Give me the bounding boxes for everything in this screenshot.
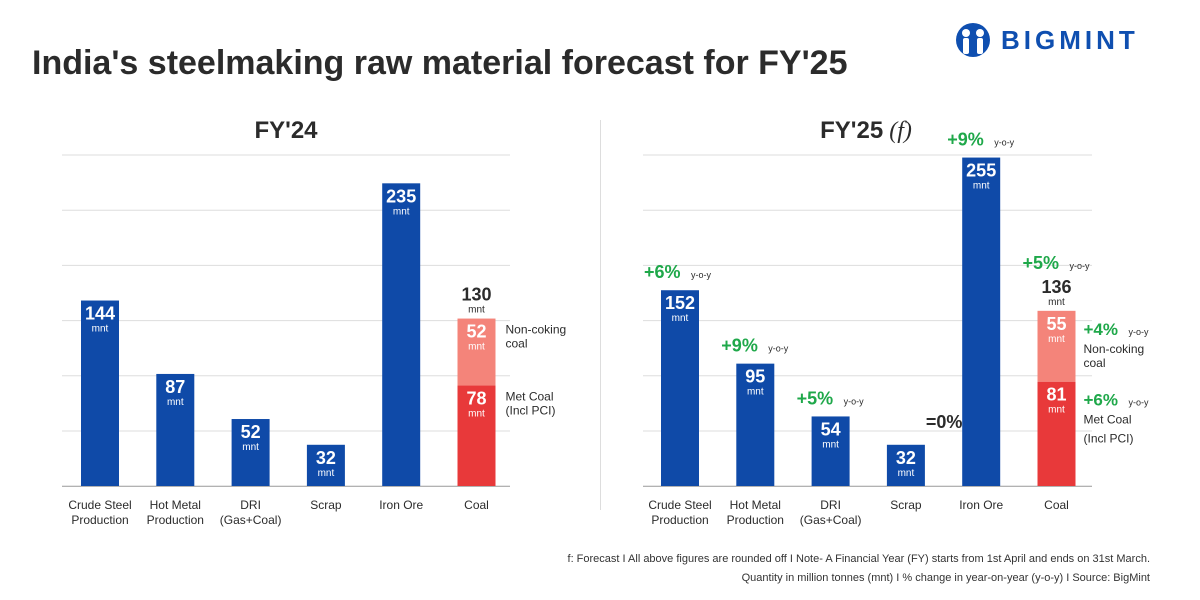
legend-label: Non-coking — [1084, 342, 1145, 356]
category-label: (Gas+Coal) — [220, 513, 282, 527]
data-label: 55 — [1046, 314, 1066, 334]
legend-label: (Incl PCI) — [506, 404, 556, 418]
data-label: 32 — [316, 448, 336, 468]
legend-label: Non-coking — [506, 323, 567, 337]
data-label: 87 — [165, 377, 185, 397]
yoy-label: y-o-y — [691, 270, 711, 280]
data-label: 32 — [896, 448, 916, 468]
chart-title: FY'24 — [254, 117, 318, 144]
category-label: Coal — [1044, 498, 1069, 512]
yoy-label: y-o-y — [1070, 261, 1090, 271]
growth-label: +5% — [797, 388, 834, 408]
category-label: Crude Steel — [648, 498, 711, 512]
bar — [811, 416, 850, 486]
bar — [382, 183, 421, 486]
growth-label: =0% — [926, 412, 963, 432]
logo: BIGMINT — [955, 22, 1139, 58]
bar — [736, 363, 775, 486]
data-label: 235 — [386, 186, 416, 206]
yoy-label: y-o-y — [844, 396, 864, 406]
unit-label: mnt — [1048, 405, 1065, 416]
category-label: Production — [147, 513, 204, 527]
bar — [962, 157, 1001, 486]
category-label: Scrap — [310, 498, 342, 512]
bar-met-coal — [1037, 381, 1076, 486]
yoy-label: y-o-y — [1129, 398, 1149, 408]
growth-label: +6% — [1084, 391, 1119, 410]
category-label: Scrap — [890, 498, 922, 512]
bar — [306, 444, 345, 486]
legend-label: Met Coal — [1084, 413, 1132, 427]
footnote-2: Quantity in million tonnes (mnt) I % cha… — [741, 572, 1150, 584]
category-label: DRI — [820, 498, 841, 512]
growth-label: +4% — [1084, 320, 1119, 339]
bar-met-coal — [457, 385, 496, 486]
data-label: 144 — [85, 304, 115, 324]
legend-label: Met Coal — [506, 390, 554, 404]
unit-label: mnt — [1048, 334, 1065, 345]
data-label: 52 — [466, 322, 486, 342]
bar — [886, 444, 925, 486]
unit-label: mnt — [468, 342, 485, 353]
unit-label: mnt — [898, 468, 915, 479]
data-label: 95 — [745, 367, 765, 387]
logo-text: BIGMINT — [1001, 24, 1139, 55]
bar — [231, 419, 270, 486]
category-label: DRI — [240, 498, 261, 512]
data-label: 54 — [821, 419, 841, 439]
footnote-1: f: Forecast I All above figures are roun… — [567, 553, 1150, 565]
unit-label: mnt — [167, 397, 184, 408]
bigmint-people-icon — [956, 23, 990, 57]
bar-non-coking-coal — [457, 318, 496, 386]
legend-label: (Incl PCI) — [1084, 432, 1134, 446]
category-label: Production — [71, 513, 128, 527]
unit-label: mnt — [468, 409, 485, 420]
category-label: Iron Ore — [959, 498, 1003, 512]
bar — [81, 300, 119, 486]
bar-non-coking-coal — [1037, 310, 1076, 382]
category-label: Coal — [464, 498, 489, 512]
category-label: Production — [651, 513, 708, 527]
data-label: 152 — [665, 293, 695, 313]
page-title: India's steelmaking raw material forecas… — [32, 44, 848, 82]
yoy-label: y-o-y — [1129, 327, 1149, 337]
unit-label: mnt — [973, 181, 990, 192]
growth-label: +6% — [644, 262, 681, 282]
bar — [156, 373, 195, 486]
unit-label: mnt — [672, 313, 689, 324]
unit-label: mnt — [822, 439, 839, 450]
unit-label: mnt — [92, 324, 109, 335]
yoy-label: y-o-y — [768, 344, 788, 354]
data-label: 52 — [241, 422, 261, 442]
unit-label: mnt — [318, 468, 335, 479]
unit-label: mnt — [242, 442, 259, 453]
legend-label: coal — [1084, 356, 1106, 370]
unit-label: mnt — [1048, 297, 1065, 308]
total-label: 136 — [1041, 277, 1071, 297]
unit-label: mnt — [393, 206, 410, 217]
legend-label: coal — [506, 337, 528, 351]
category-label: Hot Metal — [730, 498, 781, 512]
data-label: 78 — [466, 389, 486, 409]
bar — [661, 290, 699, 486]
category-label: Crude Steel — [68, 498, 131, 512]
category-label: Production — [727, 513, 784, 527]
growth-label: +9% — [721, 336, 758, 356]
category-label: Hot Metal — [150, 498, 201, 512]
growth-label: +5% — [1023, 253, 1060, 273]
data-label: 255 — [966, 161, 996, 181]
unit-label: mnt — [468, 305, 485, 316]
chart-divider — [600, 120, 601, 510]
chart-title: FY'25 (f) — [820, 117, 912, 144]
yoy-label: y-o-y — [994, 138, 1014, 148]
unit-label: mnt — [747, 387, 764, 398]
total-label: 130 — [461, 285, 491, 305]
data-label: 81 — [1046, 385, 1066, 405]
growth-label: +9% — [947, 130, 984, 150]
category-label: Iron Ore — [379, 498, 423, 512]
category-label: (Gas+Coal) — [800, 513, 862, 527]
